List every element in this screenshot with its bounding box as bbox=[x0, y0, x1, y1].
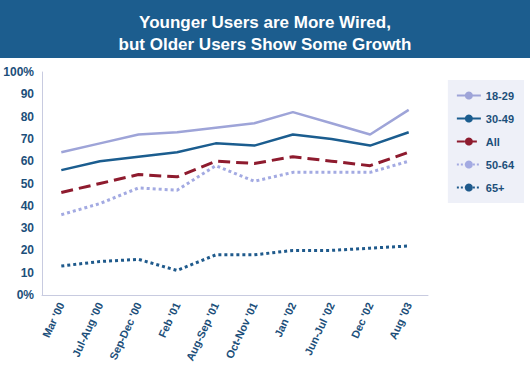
svg-text:Jun-Jul '02: Jun-Jul '02 bbox=[302, 300, 337, 357]
svg-text:100%: 100% bbox=[3, 65, 34, 79]
svg-text:All: All bbox=[486, 136, 500, 148]
svg-text:60: 60 bbox=[21, 154, 35, 168]
svg-text:0%: 0% bbox=[17, 288, 35, 302]
svg-text:Feb '01: Feb '01 bbox=[156, 300, 183, 339]
svg-text:Sep-Dec '00: Sep-Dec '00 bbox=[107, 300, 144, 361]
svg-text:20: 20 bbox=[21, 243, 35, 257]
svg-text:90: 90 bbox=[21, 87, 35, 101]
svg-text:30: 30 bbox=[21, 221, 35, 235]
svg-text:50-64: 50-64 bbox=[486, 159, 515, 171]
svg-text:65+: 65+ bbox=[486, 182, 505, 194]
svg-text:Younger Users are More Wired,: Younger Users are More Wired, bbox=[139, 13, 391, 32]
svg-text:10: 10 bbox=[21, 266, 35, 280]
svg-text:Oct-Nov '01: Oct-Nov '01 bbox=[223, 300, 260, 360]
svg-text:18-29: 18-29 bbox=[486, 90, 514, 102]
svg-text:Jul-Aug '00: Jul-Aug '00 bbox=[70, 300, 106, 358]
svg-text:30-49: 30-49 bbox=[486, 113, 514, 125]
svg-text:Dec '02: Dec '02 bbox=[349, 300, 376, 340]
svg-text:70: 70 bbox=[21, 132, 35, 146]
svg-text:but Older Users Show Some Grow: but Older Users Show Some Growth bbox=[119, 35, 412, 54]
svg-text:50: 50 bbox=[21, 177, 35, 191]
svg-text:Aug-Sep '01: Aug-Sep '01 bbox=[184, 300, 222, 362]
svg-text:Mar '00: Mar '00 bbox=[40, 300, 67, 339]
svg-text:40: 40 bbox=[21, 199, 35, 213]
svg-text:80: 80 bbox=[21, 110, 35, 124]
svg-text:Aug '03: Aug '03 bbox=[387, 300, 414, 341]
svg-text:Jan '02: Jan '02 bbox=[272, 300, 298, 338]
